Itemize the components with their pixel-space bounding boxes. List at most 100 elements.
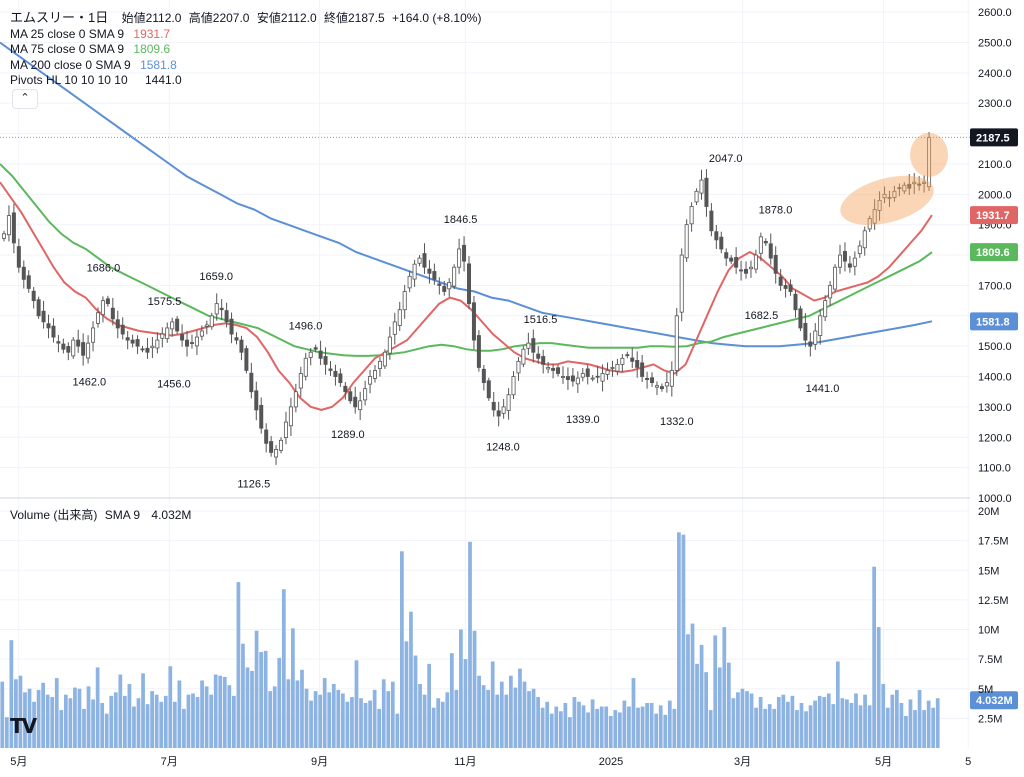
candle-body <box>318 350 323 359</box>
candle-body <box>234 337 239 341</box>
collapse-legend-button[interactable]: ⌃ <box>12 89 38 109</box>
candle-body <box>422 253 427 268</box>
volume-bar <box>195 697 200 748</box>
candle-body <box>229 318 234 335</box>
volume-value-tag-bg <box>970 691 1018 710</box>
candle-body <box>115 319 120 329</box>
candle-body <box>298 373 303 389</box>
volume-bar <box>904 716 908 748</box>
volume-bar <box>168 666 173 748</box>
price-tick-label: 1400.0 <box>978 372 1012 384</box>
indicator-label: MA 25 close 0 SMA 9 <box>10 26 125 41</box>
ma-value-tag-bg <box>970 312 1018 331</box>
time-tick-label: 5 <box>965 756 971 768</box>
candle-body <box>486 380 491 399</box>
volume-bar <box>736 692 740 748</box>
candle-body <box>61 343 66 350</box>
volume-bar <box>291 628 295 748</box>
candle-body <box>788 284 793 292</box>
volume-bar <box>568 717 572 748</box>
candle-body <box>209 315 214 328</box>
pivot-label: 1516.5 <box>524 314 558 326</box>
volume-bar <box>908 699 913 748</box>
candle-body <box>283 421 288 438</box>
volume-bar <box>577 701 581 748</box>
volume-bar <box>436 698 441 748</box>
moving-average-lines <box>0 41 933 411</box>
volume-bar <box>32 701 36 748</box>
volume-bar <box>649 702 654 748</box>
candle-body <box>338 373 343 384</box>
volume-bar <box>200 680 204 748</box>
volume-bar <box>350 697 354 748</box>
candle-body <box>348 391 353 402</box>
tradingview-logo[interactable]: TV <box>10 714 37 738</box>
volume-bar <box>263 650 268 748</box>
volume-bar <box>254 630 259 748</box>
candle-body <box>189 342 194 344</box>
indicator-ma25[interactable]: MA 25 close 0 SMA 9 1931.7 <box>10 27 481 43</box>
volume-bar <box>222 676 227 748</box>
candle-body <box>833 266 838 290</box>
candle-body <box>719 236 724 250</box>
volume-bar <box>586 712 590 748</box>
pivot-label: 1659.0 <box>199 271 233 283</box>
pivot-label: 1496.0 <box>289 320 323 332</box>
candle-body <box>857 245 862 254</box>
candle-body <box>91 327 96 343</box>
candle-body <box>704 177 709 207</box>
candle-body <box>630 357 635 362</box>
volume-bar <box>327 692 332 748</box>
volume-bar <box>704 672 709 748</box>
volume-bar <box>631 678 636 748</box>
volume-bar <box>345 701 350 748</box>
pivot-label: 1289.0 <box>331 429 365 441</box>
time-tick-label: 5月 <box>10 756 27 768</box>
candle-body <box>224 310 229 323</box>
symbol-title[interactable]: エムスリー・1日 <box>10 10 109 25</box>
candle-body <box>244 348 249 371</box>
volume-bar <box>822 697 827 748</box>
indicator-pivots[interactable]: Pivots HL 10 10 10 10 1441.0 <box>10 73 481 89</box>
volume-bar <box>182 708 186 748</box>
indicator-ma200[interactable]: MA 200 close 0 SMA 9 1581.8 <box>10 58 481 74</box>
ma-value-tag: 1809.6 <box>976 247 1010 259</box>
candle-body <box>471 302 476 341</box>
candle-body <box>466 263 471 305</box>
volume-bar <box>772 708 777 748</box>
volume-bar <box>136 698 141 748</box>
candle-body <box>145 347 150 353</box>
candle-body <box>377 360 382 370</box>
candle-body <box>783 285 788 289</box>
volume-bar <box>531 688 536 748</box>
price-tick-label: 2600.0 <box>978 7 1012 19</box>
volume-bar <box>690 623 695 748</box>
volume-bar <box>400 551 404 748</box>
volume-legend[interactable]: Volume (出来高) SMA 9 4.032M <box>10 506 191 523</box>
volume-bar <box>318 694 323 748</box>
candle-body <box>927 137 932 188</box>
volume-bar <box>627 706 631 748</box>
highlight-ellipse <box>910 132 949 177</box>
last-price-tag-bg <box>970 128 1018 147</box>
candle-body <box>654 385 659 388</box>
candle-body <box>303 357 308 377</box>
candle-body <box>491 401 496 411</box>
volume-bar <box>241 643 245 748</box>
candle-body <box>852 257 857 267</box>
candle-body <box>867 218 872 230</box>
pivot-label: 1339.0 <box>566 414 600 426</box>
candle-body <box>828 285 833 299</box>
time-axis: 5月 7月 9月 11月 2025 3月 5月 5 <box>10 756 971 768</box>
candle-body <box>907 183 912 189</box>
price-tick-label: 1200.0 <box>978 432 1012 444</box>
volume-bar <box>363 702 368 748</box>
volume-bar <box>368 700 372 748</box>
candle-body <box>684 224 689 259</box>
volume-bar <box>563 702 568 748</box>
volume-bar <box>786 701 790 748</box>
candle-body <box>476 335 481 368</box>
candle-body <box>56 341 61 344</box>
indicator-ma75[interactable]: MA 75 close 0 SMA 9 1809.6 <box>10 42 481 58</box>
volume-bar <box>372 689 377 748</box>
